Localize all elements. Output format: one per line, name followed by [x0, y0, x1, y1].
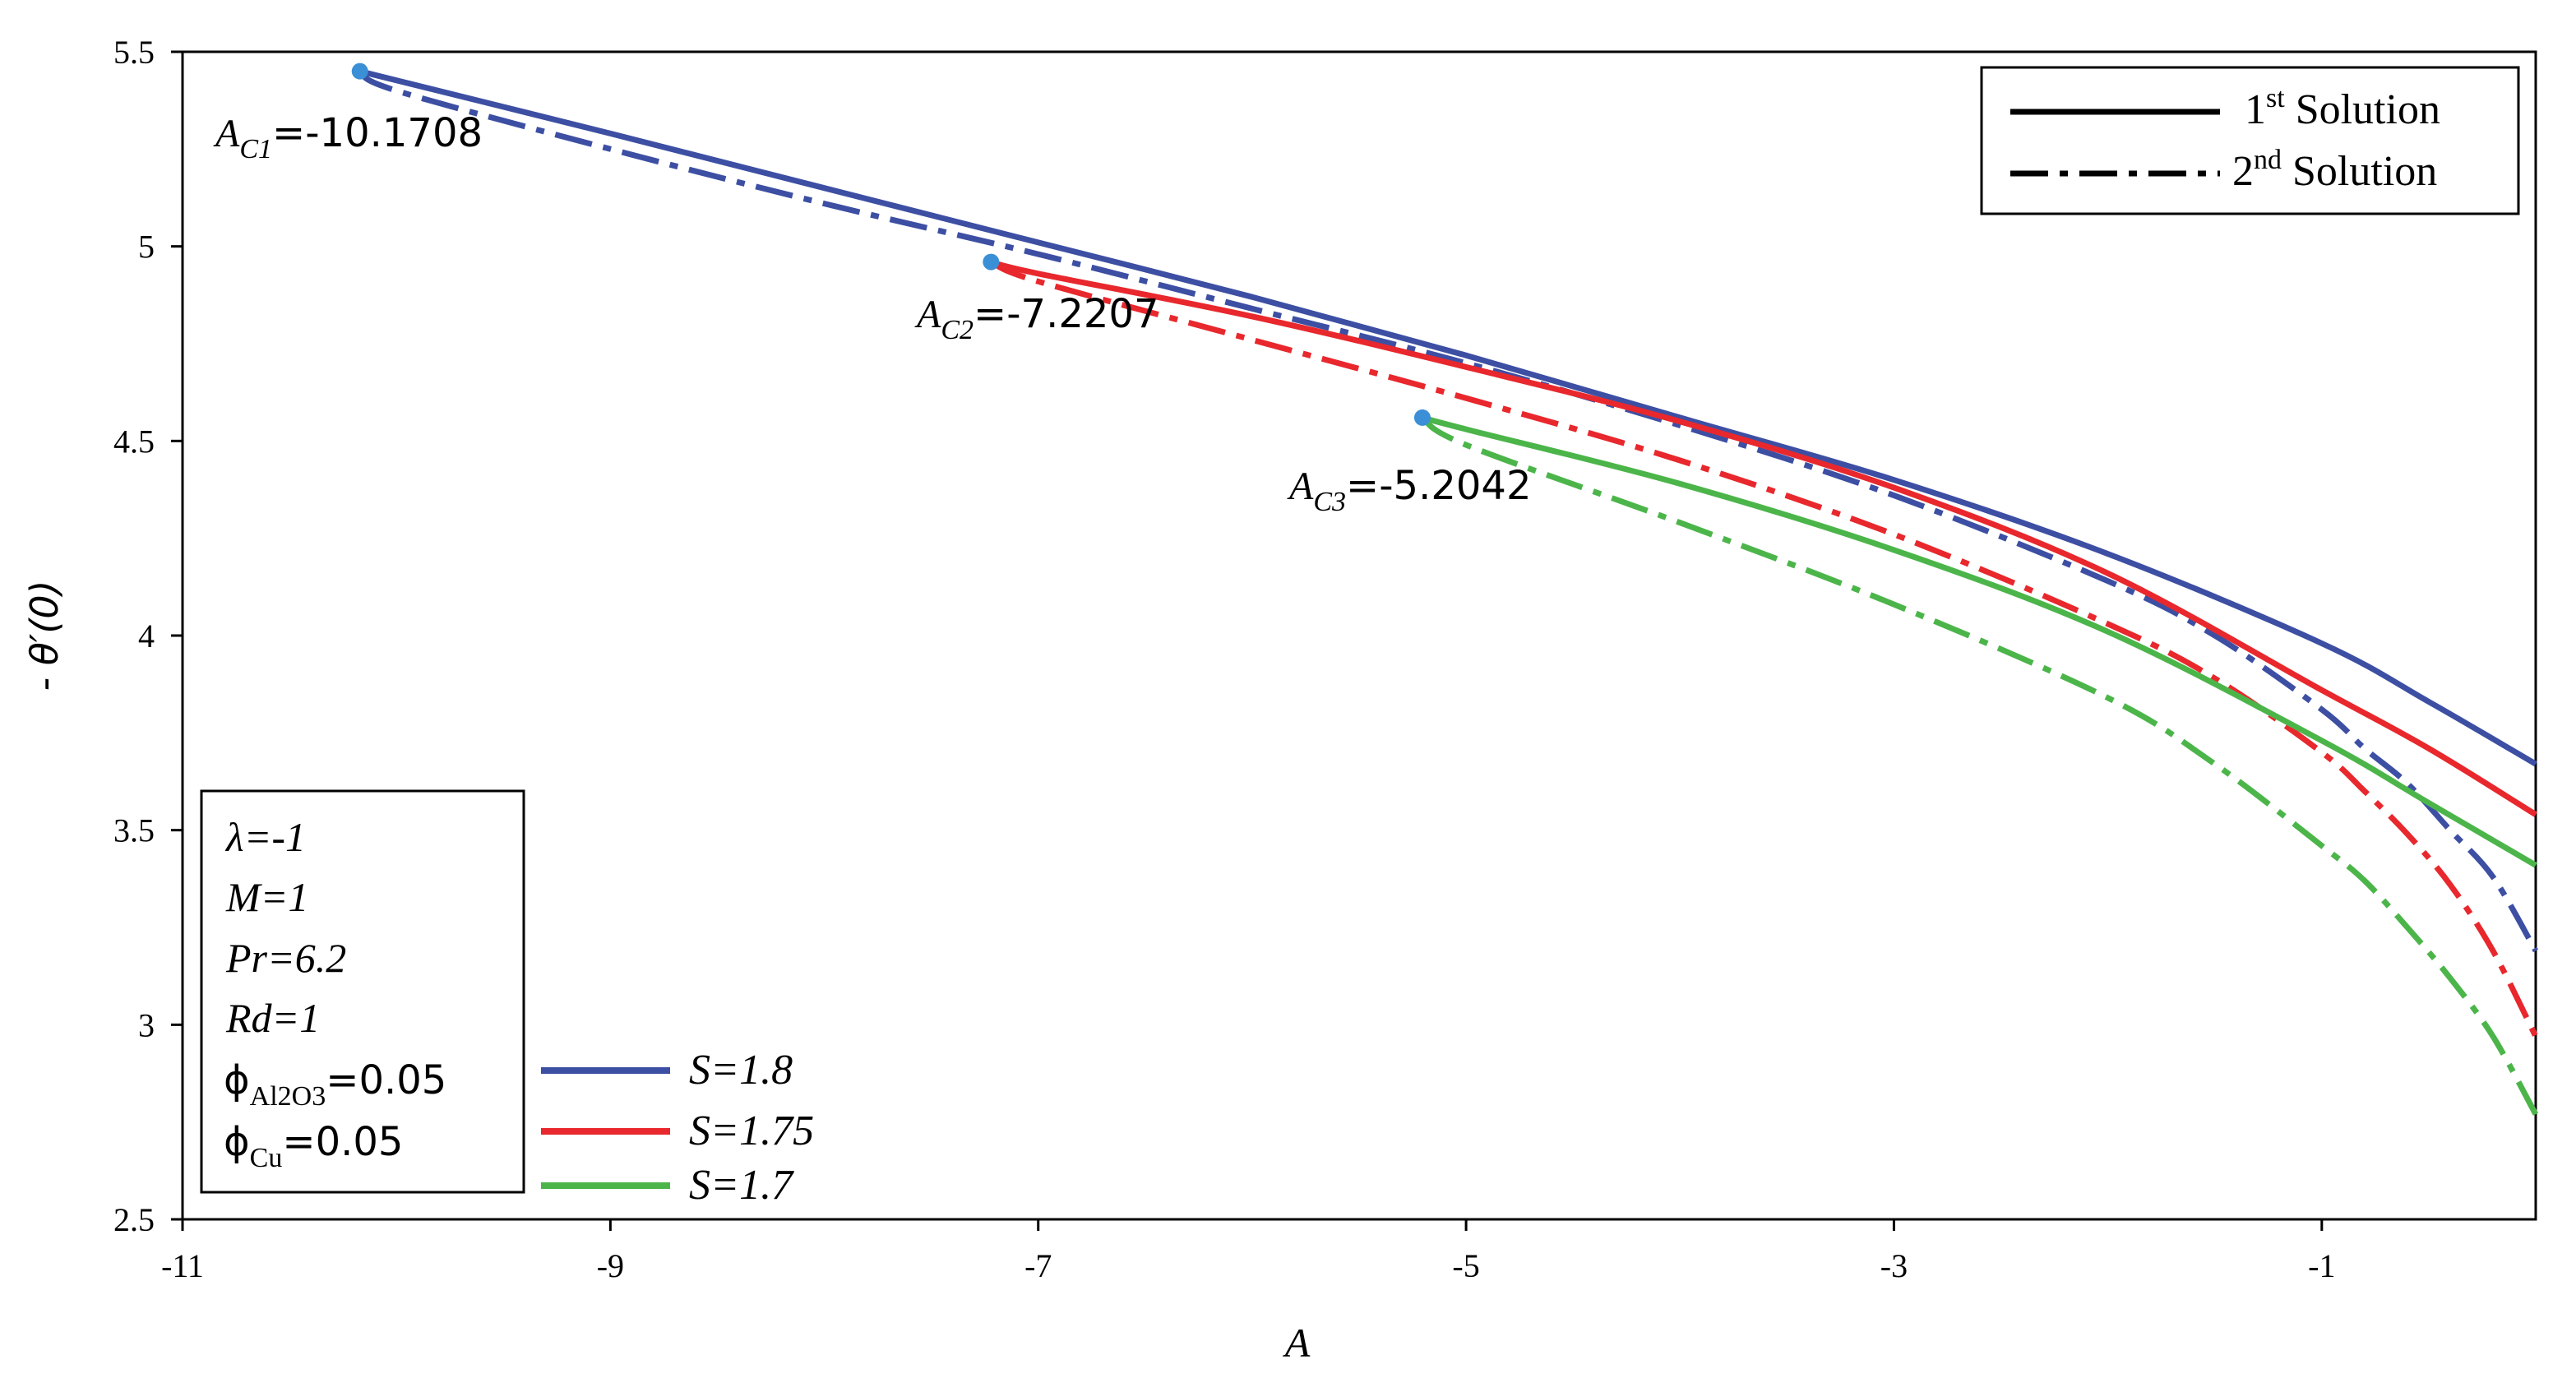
critical-label-ac1-value: =-10.1708: [272, 110, 483, 156]
series-legend: S=1.8 S=1.75 S=1.7: [541, 1047, 814, 1209]
critical-label-ac3-sub: C3: [1313, 487, 1346, 517]
critical-label-ac3: AC3=-5.2042: [1287, 463, 1532, 517]
legend-label-s-1-8: S=1.8: [689, 1047, 793, 1094]
critical-label-ac2-base: A: [914, 293, 941, 336]
param-phi-al2o3-sub: Al2O3: [250, 1081, 326, 1112]
critical-label-ac1-base: A: [213, 112, 240, 155]
plot-border: [181, 50, 2537, 1221]
curve-second-S-1-7: [1420, 414, 2539, 1116]
critical-label-ac3-value: =-5.2042: [1346, 463, 1532, 509]
legend-first-solution: 1st Solution: [2245, 83, 2440, 133]
curve-first-S-1-8: [358, 68, 2537, 767]
param-phi-al2o3: ϕAl2O3=0.05: [224, 1057, 446, 1112]
param-m: M=1: [225, 874, 308, 920]
param-phi-al2o3-symbol: ϕ: [224, 1057, 250, 1103]
critical-label-ac3-base: A: [1287, 465, 1314, 508]
y-tick-label: 5.5: [113, 34, 155, 71]
curve-first-S-1-75: [990, 259, 2537, 817]
x-tick-label: -7: [1024, 1247, 1052, 1284]
param-lambda: λ=-1: [224, 814, 306, 860]
legend-second-base: 2: [2232, 148, 2254, 195]
x-tick-label: -3: [1880, 1247, 1908, 1284]
y-tick-label: 2.5: [113, 1201, 155, 1238]
solution-legend: 1st Solution 2nd Solution: [1980, 66, 2520, 215]
y-tick-label: 3.5: [113, 812, 155, 849]
critical-label-ac2: AC2=-7.2207: [914, 291, 1159, 345]
parameter-box-border: [200, 789, 525, 1194]
legend-second-solution: 2nd Solution: [2232, 145, 2437, 195]
legend-second-rest: Solution: [2282, 148, 2437, 195]
curve-first-S-1-7: [1422, 414, 2537, 868]
param-pr: Pr=6.2: [225, 935, 346, 981]
axis-ticks: -11 -9 -7 -5 -3 -1 2.5 3 3.5 4 4.5 5 5.5: [113, 34, 2335, 1284]
legend-second-sup: nd: [2254, 145, 2282, 175]
critical-label-ac2-value: =-7.2207: [974, 291, 1159, 337]
curve-second-S-1-8: [358, 68, 2539, 953]
critical-point-C1: [351, 62, 368, 80]
curve-second-S-1-75: [989, 259, 2539, 1038]
x-tick-label: -5: [1452, 1247, 1479, 1284]
x-axis-label: A: [1283, 1320, 1311, 1366]
x-tick-label: -1: [2308, 1247, 2335, 1284]
critical-label-ac2-sub: C2: [941, 315, 974, 345]
param-phi-cu-sub: Cu: [250, 1143, 283, 1173]
plot-area: [181, 50, 2537, 1221]
param-rd: Rd=1: [225, 995, 320, 1041]
critical-point-C2: [983, 253, 1000, 271]
legend-label-s-1-7: S=1.7: [689, 1162, 794, 1209]
legend-first-base: 1: [2245, 86, 2266, 133]
solution-legend-box: [1980, 66, 2520, 215]
parameter-box: λ=-1 M=1 Pr=6.2 Rd=1 ϕAl2O3=0.05 ϕCu=0.0…: [200, 789, 525, 1194]
y-tick-label: 3: [138, 1006, 155, 1043]
y-axis-label: - θ′(0): [22, 580, 67, 691]
critical-point-C3: [1413, 409, 1431, 426]
param-phi-cu: ϕCu=0.05: [224, 1119, 403, 1173]
critical-label-ac1: AC1=-10.1708: [213, 110, 483, 164]
y-tick-label: 4.5: [113, 423, 155, 460]
critical-points: [351, 62, 1431, 426]
param-phi-cu-value: =0.05: [282, 1119, 403, 1165]
legend-label-s-1-75: S=1.75: [689, 1108, 814, 1154]
legend-first-rest: Solution: [2285, 86, 2440, 133]
critical-labels: AC1=-10.1708 AC2=-7.2207 AC3=-5.2042: [213, 110, 1532, 517]
legend-first-sup: st: [2266, 83, 2285, 113]
y-tick-label: 4: [138, 617, 155, 654]
y-tick-label: 5: [138, 229, 155, 266]
x-tick-label: -11: [161, 1247, 204, 1284]
critical-label-ac1-sub: C1: [239, 134, 272, 164]
param-phi-al2o3-value: =0.05: [326, 1057, 446, 1103]
x-tick-label: -9: [597, 1247, 624, 1284]
param-phi-cu-symbol: ϕ: [224, 1119, 250, 1165]
curves: [358, 68, 2539, 1116]
